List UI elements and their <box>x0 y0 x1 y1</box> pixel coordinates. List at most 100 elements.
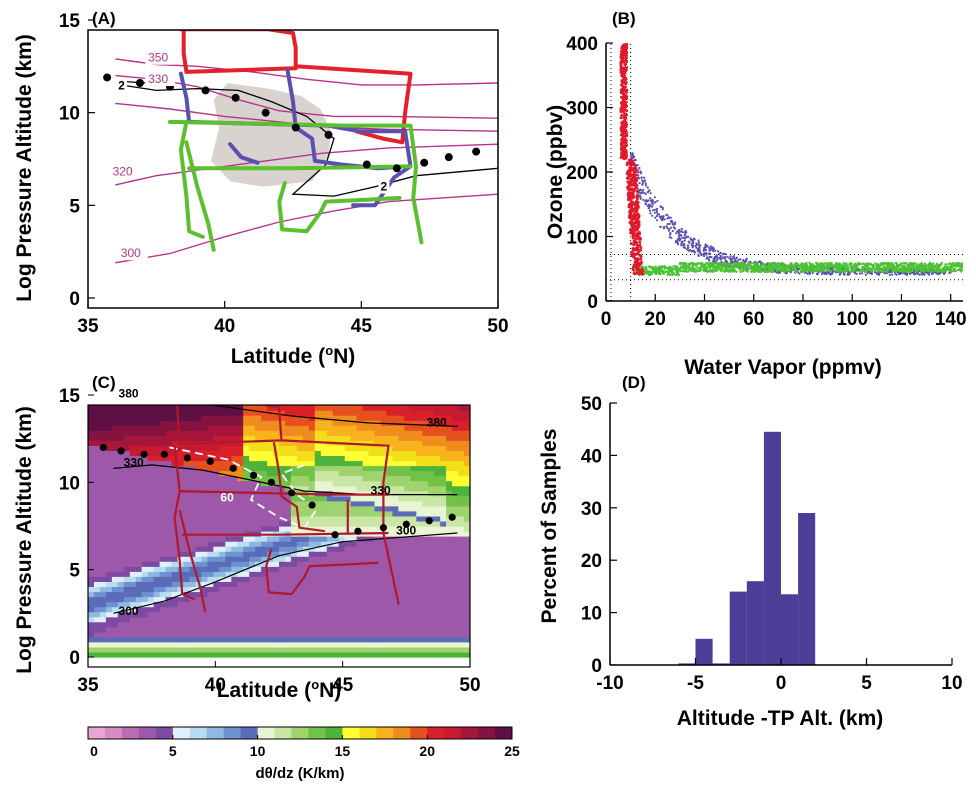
panel-c-field-cell <box>147 420 155 426</box>
panel-b-point <box>803 267 806 270</box>
panel-c-field-cell <box>94 646 101 653</box>
panel-c-field-cell <box>189 652 197 658</box>
panel-c-field-cell <box>261 581 268 587</box>
panel-c-field-cell <box>123 495 131 502</box>
panel-c-field-cell <box>219 641 226 648</box>
panel-c-field-cell <box>177 500 185 507</box>
panel-c-field-cell <box>273 576 280 582</box>
panel-c-field-cell <box>237 546 244 552</box>
panel-b-point <box>920 264 923 268</box>
panel-c-field-cell <box>207 536 214 542</box>
panel-c-field-cell <box>123 601 131 608</box>
panel-c-field-cell <box>153 541 161 547</box>
panel-b-point <box>719 254 722 257</box>
panel-c-field-cell <box>117 485 125 492</box>
panel-b-point <box>874 262 877 265</box>
panel-c-field-cell <box>225 470 232 477</box>
panel-b-point <box>873 271 877 274</box>
panel-b-point <box>631 179 635 183</box>
panel-c-field-cell <box>105 500 113 507</box>
panel-c-field-cell <box>129 485 137 492</box>
panel-b-point <box>763 264 767 267</box>
panel-b-point <box>696 262 699 266</box>
panel-b-xlabel: Water Vapor (ppmv) <box>684 356 882 379</box>
panel-c-field-cell <box>207 631 214 638</box>
panel-c-field-cell <box>189 460 197 467</box>
panel-c-field-cell <box>111 475 119 482</box>
panel-c-field-cell <box>141 515 149 522</box>
panel-b-point <box>856 267 860 270</box>
panel-c-field-cell <box>207 445 214 451</box>
panel-c-field-cell <box>255 611 262 618</box>
panel-c-field-cell <box>231 606 238 613</box>
panel-b-point <box>656 267 660 270</box>
panel-c-field-cell <box>267 415 274 421</box>
panel-c-field-cell <box>123 616 131 623</box>
panel-c-field-cell <box>99 641 107 648</box>
panel-b-point <box>668 268 671 272</box>
panel-b-point <box>632 154 635 157</box>
panel-c-field-cell <box>201 420 208 426</box>
panel-c-field-cell <box>135 410 143 416</box>
panel-c-field-cell <box>249 566 256 572</box>
panel-c-field-cell <box>189 621 197 628</box>
panel-c-field-cell <box>129 465 137 472</box>
panel-b-point <box>692 249 695 252</box>
panel-c-field-cell <box>290 611 298 618</box>
panel-c-field-cell <box>207 485 214 492</box>
panel-b-point <box>743 267 746 270</box>
panel-c-field-cell <box>111 531 119 537</box>
panel-c-field-cell <box>147 445 155 451</box>
panel-c-field-cell <box>189 490 197 497</box>
panel-c-field-cell <box>165 616 173 623</box>
panel-c-field-cell <box>255 515 262 522</box>
panel-c-field-cell <box>88 626 95 633</box>
panel-c-field-cell <box>195 621 202 628</box>
panel-c-field-cell <box>207 571 214 577</box>
panel-c-field-cell <box>141 541 149 547</box>
panel-c-field-cell <box>231 515 238 522</box>
panel-c-field-cell <box>129 536 137 542</box>
panel-b-point <box>671 229 674 233</box>
panel-a-label-bg <box>145 50 176 65</box>
panel-c-field-cell <box>117 526 125 532</box>
panel-c-field-cell <box>135 455 143 462</box>
panel-b-point <box>639 192 642 195</box>
panel-b-point <box>619 116 623 120</box>
panel-b-point <box>944 263 947 266</box>
panel-c-field-cell <box>249 631 256 638</box>
panel-c-field-cell <box>94 616 101 623</box>
panel-c-field-cell <box>213 536 220 542</box>
panel-c-field-cell <box>99 566 107 572</box>
panel-b-point <box>769 270 772 273</box>
panel-c-field-cell <box>183 435 191 441</box>
panel-b-point <box>846 269 849 272</box>
panel-c-field-cell <box>231 415 238 421</box>
panel-a-theta-line <box>115 143 498 186</box>
panel-c-field-cell <box>129 405 137 411</box>
panel-c-field-cell <box>88 455 95 462</box>
panel-c-field-cell <box>105 495 113 502</box>
panel-c-field-cell <box>279 521 286 527</box>
panel-c-field-cell <box>213 541 220 547</box>
panel-c-field-cell <box>189 636 197 643</box>
panel-c-field-cell <box>99 495 107 502</box>
panel-c-field-cell <box>225 631 232 638</box>
panel-c-field-cell <box>117 455 125 462</box>
panel-c-field-cell <box>285 546 292 552</box>
panel-c-field-cell <box>267 465 274 472</box>
panel-c-field-cell <box>231 435 238 441</box>
panel-c-field-cell <box>285 450 292 456</box>
panel-c-field-cell <box>88 510 95 517</box>
panel-c-field-cell <box>123 621 131 628</box>
panel-c-field-cell <box>105 450 113 456</box>
panel-c-field-cell <box>129 415 137 421</box>
panel-b-point <box>814 270 817 273</box>
panel-c-field-cell <box>279 510 286 517</box>
panel-c-field-cell <box>195 425 202 431</box>
panel-c-field-cell <box>225 536 232 542</box>
panel-c-field-cell <box>177 521 185 527</box>
panel-c-field-cell <box>147 505 155 512</box>
panel-c-field-cell <box>279 611 286 618</box>
panel-c-field-cell <box>141 420 149 426</box>
